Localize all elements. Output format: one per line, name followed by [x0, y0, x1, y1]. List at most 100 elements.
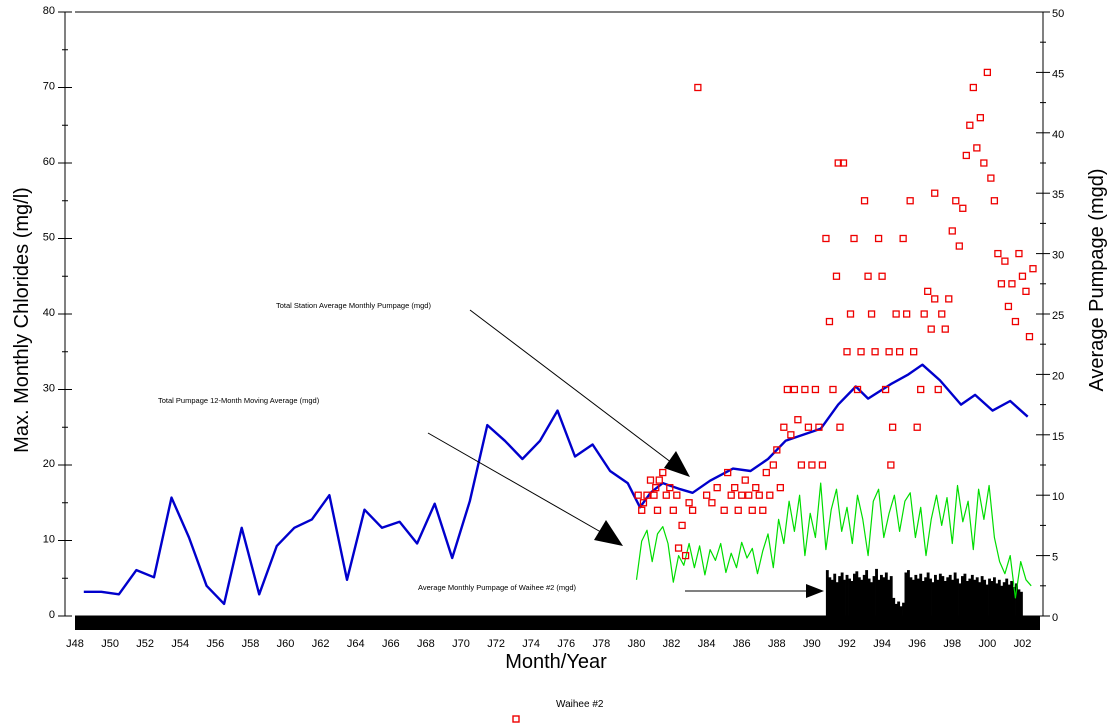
waihee-bar: [845, 574, 849, 616]
chloride-point: [822, 234, 830, 243]
chloride-point: [839, 159, 848, 167]
x-tick-label: J94: [873, 638, 891, 650]
x-tick-label: J54: [171, 638, 189, 650]
y-axis-right-title: Average Pumpage (mgd): [1086, 168, 1108, 391]
chloride-point: [871, 348, 879, 356]
x-tick-label: J72: [487, 638, 505, 650]
waihee-bar: [988, 578, 991, 616]
waihee-bar: [941, 576, 945, 616]
x-tick-label: J92: [838, 638, 856, 650]
waihee-bar: [909, 577, 913, 616]
waihee-bar: [1005, 578, 1009, 616]
chloride-point: [783, 385, 791, 394]
waihee-bar: [870, 582, 874, 616]
waihee-bar: [1002, 582, 1006, 616]
annotation-arrow-line: [427, 432, 607, 536]
x-tick-label: J82: [663, 638, 681, 650]
chloride-points: [634, 68, 1037, 560]
y-right-tick-label: 50: [1052, 8, 1064, 20]
chloride-point: [980, 159, 988, 167]
waihee-bar: [894, 603, 898, 616]
waihee-bar: [1000, 585, 1004, 616]
y-right-tick-label: 0: [1052, 612, 1058, 624]
chloride-point: [934, 385, 942, 394]
waihee-bar: [929, 578, 932, 616]
chloride-point: [734, 506, 742, 514]
waihee-bar: [828, 577, 832, 616]
chloride-point: [867, 310, 876, 318]
chloride-point: [881, 385, 890, 394]
x-tick-label: J84: [698, 638, 716, 650]
y-left-tick-label: 80: [43, 5, 55, 17]
waihee-bar: [880, 574, 883, 616]
y-left-tick-label: 70: [43, 81, 55, 93]
chloride-point: [713, 483, 721, 492]
y-left-tick-label: 30: [43, 383, 55, 395]
annotation-arrow-head: [806, 584, 824, 598]
waihee-bar: [892, 597, 896, 616]
x-tick-label: J90: [803, 638, 821, 650]
chloride-point: [662, 491, 670, 499]
chloride-point: [1022, 287, 1030, 296]
chloride-point: [887, 461, 895, 469]
chloride-point: [825, 317, 834, 326]
chloride-point: [673, 491, 681, 499]
x-tick-label: J00: [978, 638, 996, 650]
waihee-bar: [1020, 591, 1023, 616]
waihee-bar: [968, 578, 972, 616]
waihee-bar: [1012, 587, 1016, 616]
chloride-point: [678, 521, 686, 530]
chloride-point: [818, 461, 827, 469]
chloride-point: [829, 385, 837, 394]
chloride-point: [681, 551, 690, 560]
waihee-bar: [862, 574, 866, 616]
chloride-point: [924, 287, 932, 296]
chloride-point: [688, 506, 697, 514]
chloride-point: [931, 189, 939, 197]
chloride-point: [804, 423, 813, 431]
waihee-bar: [983, 579, 987, 616]
waihee-bar: [997, 579, 1001, 616]
chloride-point: [931, 295, 939, 303]
chloride-point: [766, 491, 774, 499]
chloride-point: [748, 506, 756, 514]
chloride-point: [853, 385, 862, 394]
legend-label: Waihee #2: [556, 699, 604, 710]
chloride-point: [899, 234, 907, 243]
x-tick-label: J74: [522, 638, 540, 650]
chloride-point: [864, 272, 872, 280]
legend-marker-square: [512, 715, 520, 723]
chloride-point: [955, 242, 963, 250]
chloride-point: [639, 499, 648, 507]
waihee-bar: [853, 573, 856, 616]
waihee-bar: [953, 572, 957, 616]
x-tick-label: J50: [101, 638, 119, 650]
chloride-point: [959, 204, 967, 212]
waihee-bar: [833, 573, 837, 616]
chloride-point: [832, 272, 841, 280]
chloride-point: [650, 491, 658, 499]
waihee-bar: [995, 583, 999, 616]
waihee-bar: [882, 577, 886, 616]
x-tick-label: J56: [206, 638, 224, 650]
chloride-point: [638, 506, 646, 514]
waihee-bar: [872, 576, 876, 616]
annotation-station-pumpage: Total Station Average Monthly Pumpage (m…: [276, 301, 431, 310]
x-axis-title: Month/Year: [505, 651, 607, 673]
chloride-point: [1029, 265, 1037, 273]
chloride-point: [666, 483, 674, 492]
waihee-bar: [973, 579, 977, 616]
chloride-point: [1001, 257, 1009, 265]
annotation-arrow-line: [469, 309, 677, 467]
waihee-bar: [975, 577, 979, 616]
waihee-bar: [860, 579, 864, 616]
x-tick-label: J58: [242, 638, 260, 650]
waihee-bar: [993, 577, 996, 616]
chloride-point: [811, 385, 820, 394]
chloride-point: [773, 446, 781, 454]
chloride-point: [888, 423, 897, 431]
chloride-point: [685, 499, 693, 507]
chloride-point: [962, 151, 970, 160]
chloride-point: [741, 476, 749, 484]
y-right-tick-label: 35: [1052, 189, 1064, 201]
